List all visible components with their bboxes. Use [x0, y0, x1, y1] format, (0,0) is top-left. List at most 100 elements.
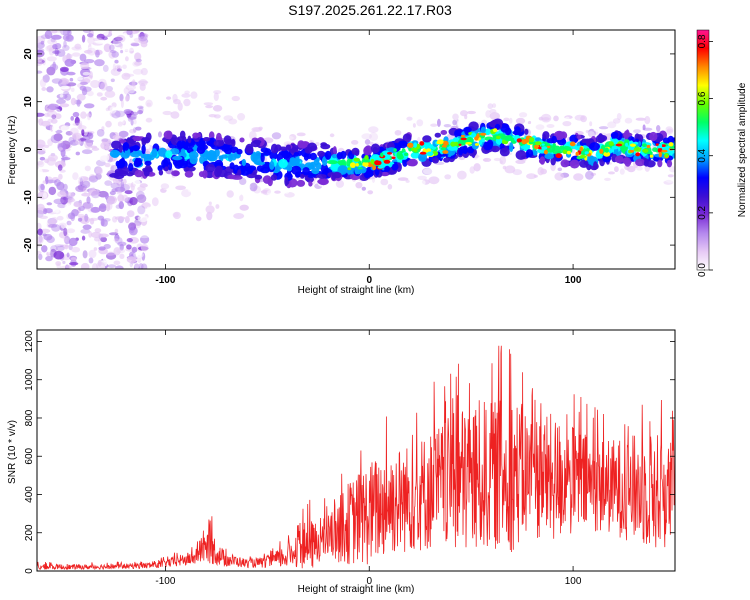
heatmap-cell: [494, 123, 501, 130]
heatmap-cell: [122, 120, 126, 126]
heatmap-cell: [196, 141, 204, 148]
heatmap-cell: [514, 126, 521, 135]
heatmap-cell: [208, 201, 212, 206]
heatmap-cell: [239, 137, 245, 143]
heatmap-cell: [192, 132, 200, 139]
heatmap-cell: [181, 93, 191, 98]
heatmap-cell: [586, 155, 595, 163]
heatmap-cell: [499, 160, 503, 164]
heatmap-cell: [412, 123, 416, 128]
heatmap-cell: [360, 126, 370, 135]
heatmap-cell: [79, 248, 90, 253]
heatmap-cell: [107, 264, 117, 269]
heatmap-cell: [408, 147, 413, 152]
heatmap-cell: [417, 175, 427, 180]
heatmap-cell: [115, 265, 124, 269]
heatmap-cell: [62, 34, 74, 42]
heatmap-cell: [213, 92, 219, 101]
heatmap-cell: [672, 153, 675, 159]
heatmap-cell: [117, 124, 128, 129]
heatmap-cell: [48, 186, 57, 196]
heatmap-cell: [37, 144, 45, 148]
heatmap-cell: [657, 177, 667, 182]
heatmap-cell: [39, 156, 46, 161]
snr-xlabel: Height of straight line (km): [298, 584, 415, 595]
heatmap-cell: [607, 121, 617, 129]
heatmap-cell: [70, 87, 75, 93]
heatmap-cell: [129, 151, 141, 158]
heatmap-cell: [37, 160, 45, 168]
heatmap-cell: [125, 95, 130, 102]
heatmap-cell: [174, 160, 183, 169]
heatmap-cell: [515, 150, 527, 160]
heatmap-cell: [645, 170, 653, 176]
heatmap-cell: [137, 215, 149, 223]
heatmap-cell: [587, 128, 596, 138]
heatmap-hotspot: [370, 158, 375, 165]
heatmap-cell: [118, 130, 129, 138]
heatmap-cell: [260, 153, 265, 163]
heatmap-cell: [480, 126, 486, 134]
heatmap-cell: [114, 186, 126, 193]
heatmap-cell: [331, 173, 336, 181]
heatmap-cell: [633, 129, 641, 134]
heatmap-cell: [585, 130, 589, 133]
heatmap-cell: [504, 135, 513, 142]
heatmap-cell: [635, 117, 646, 121]
heatmap-cell: [53, 250, 65, 260]
heatmap-cell: [135, 158, 143, 167]
chart-title: S197.2025.261.22.17.R03: [288, 2, 452, 18]
heatmap-cell: [83, 49, 93, 54]
heatmap-cell: [137, 205, 146, 215]
heatmap-cell: [225, 139, 235, 146]
heatmap-cell: [286, 165, 293, 172]
heatmap-cell: [589, 142, 600, 151]
heatmap-hotspot: [559, 145, 563, 150]
heatmap-cell: [47, 38, 57, 45]
heatmap-cell: [489, 109, 497, 114]
heatmap-cell: [109, 106, 117, 114]
heatmap-cell: [364, 139, 371, 145]
heatmap-cell: [86, 113, 92, 117]
heatmap-cell: [129, 197, 138, 206]
heatmap-cell: [413, 128, 423, 133]
heatmap-cell: [58, 222, 67, 229]
heatmap-cell: [233, 213, 245, 219]
heatmap-cell: [252, 155, 264, 165]
heatmap-cell: [72, 122, 82, 127]
heatmap-cell: [140, 67, 148, 76]
heatmap-cell: [585, 140, 591, 145]
heatmap-cell: [72, 172, 79, 181]
heatmap-cell: [285, 144, 291, 151]
heatmap-hotspot: [404, 152, 409, 156]
heatmap-cell: [302, 167, 310, 176]
heatmap-cell: [124, 48, 135, 52]
heatmap-cell: [56, 49, 66, 57]
heatmap-cell: [262, 175, 272, 184]
heatmap-cell: [293, 152, 300, 157]
heatmap-cell: [269, 160, 275, 170]
heatmap-cell: [59, 77, 68, 83]
heatmap-cell: [47, 118, 54, 123]
heatmap-cell: [126, 244, 132, 250]
heatmap-hotspot: [442, 150, 449, 154]
heatmap-cell: [89, 65, 95, 71]
heatmap-cell: [58, 147, 63, 151]
heatmap-cell: [47, 248, 51, 254]
heatmap-cell: [51, 125, 59, 132]
heatmap-cell: [37, 60, 43, 67]
heatmap-cell: [394, 130, 402, 136]
heatmap-cell: [483, 141, 493, 151]
heatmap-cell: [412, 167, 418, 174]
heatmap-cell: [297, 140, 305, 149]
heatmap-cell: [40, 34, 51, 39]
heatmap-cell: [261, 128, 271, 134]
heatmap-cell: [331, 153, 338, 159]
heatmap-cell: [80, 111, 87, 119]
heatmap-cell: [87, 36, 95, 45]
heatmap-cell: [540, 113, 552, 123]
spectrogram-ytick-label: 20: [23, 48, 34, 60]
heatmap-cell: [63, 40, 67, 48]
